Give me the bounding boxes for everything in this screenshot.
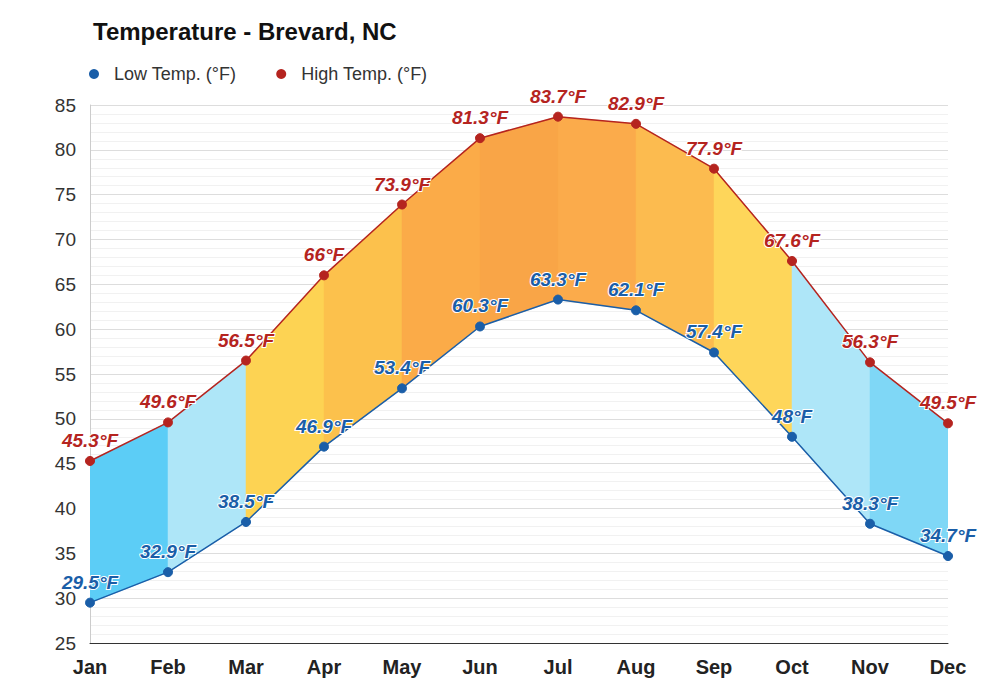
svg-text:Aug: Aug <box>617 656 656 678</box>
svg-text:25: 25 <box>55 633 76 654</box>
svg-text:75: 75 <box>55 184 76 205</box>
svg-text:45: 45 <box>55 453 76 474</box>
svg-text:49.6°F: 49.6°F <box>139 391 198 412</box>
svg-text:30: 30 <box>54 587 76 609</box>
svg-text:48°F: 48°F <box>771 406 814 427</box>
svg-text:34.7°F: 34.7°F <box>920 525 978 546</box>
svg-text:46.9°F: 46.9°F <box>295 416 354 437</box>
svg-text:83.7°F: 83.7°F <box>530 86 588 107</box>
svg-text:Jan: Jan <box>73 656 107 678</box>
svg-text:77.9°F: 77.9°F <box>686 138 744 159</box>
svg-text:Sep: Sep <box>696 656 733 678</box>
svg-text:60.3°F: 60.3°F <box>452 295 510 316</box>
svg-text:45.3°F: 45.3°F <box>61 430 120 451</box>
svg-text:49.5°F: 49.5°F <box>919 392 978 413</box>
svg-text:38.3°F: 38.3°F <box>842 493 900 514</box>
svg-text:66°F: 66°F <box>304 244 346 265</box>
svg-text:56.3°F: 56.3°F <box>842 331 900 352</box>
svg-text:81.3°F: 81.3°F <box>452 107 510 128</box>
svg-text:80: 80 <box>55 139 76 160</box>
svg-text:35: 35 <box>55 543 76 564</box>
svg-text:High Temp. (°F): High Temp. (°F) <box>301 64 427 84</box>
svg-text:Apr: Apr <box>307 656 342 678</box>
svg-text:Oct: Oct <box>775 656 809 678</box>
svg-text:Feb: Feb <box>150 656 186 678</box>
svg-text:85: 85 <box>55 95 76 116</box>
svg-text:Jun: Jun <box>462 656 498 678</box>
svg-text:70: 70 <box>55 229 76 250</box>
svg-text:Temperature - Brevard, NC: Temperature - Brevard, NC <box>93 18 397 45</box>
svg-text:38.5°F: 38.5°F <box>218 491 276 512</box>
svg-text:73.9°F: 73.9°F <box>374 174 432 195</box>
svg-text:Dec: Dec <box>930 656 967 678</box>
svg-text:65: 65 <box>55 274 76 295</box>
svg-text:57.4°F: 57.4°F <box>686 321 744 342</box>
svg-text:Mar: Mar <box>228 656 264 678</box>
svg-text:62.1°F: 62.1°F <box>608 279 666 300</box>
svg-text:32.9°F: 32.9°F <box>140 541 198 562</box>
svg-text:53.4°F: 53.4°F <box>374 357 432 378</box>
svg-text:67.6°F: 67.6°F <box>764 230 822 251</box>
svg-text:56.5°F: 56.5°F <box>218 330 276 351</box>
svg-text:82.9°F: 82.9°F <box>608 93 666 114</box>
svg-text:May: May <box>383 656 423 678</box>
svg-text:Low Temp. (°F): Low Temp. (°F) <box>114 64 236 84</box>
svg-text:40: 40 <box>55 498 76 519</box>
svg-text:Jul: Jul <box>544 656 573 678</box>
svg-text:63.3°F: 63.3°F <box>530 269 588 290</box>
svg-text:60: 60 <box>55 319 76 340</box>
svg-text:29.5°F: 29.5°F <box>61 572 120 593</box>
svg-text:55: 55 <box>55 364 76 385</box>
svg-text:50: 50 <box>55 408 76 429</box>
svg-text:Nov: Nov <box>851 656 890 678</box>
